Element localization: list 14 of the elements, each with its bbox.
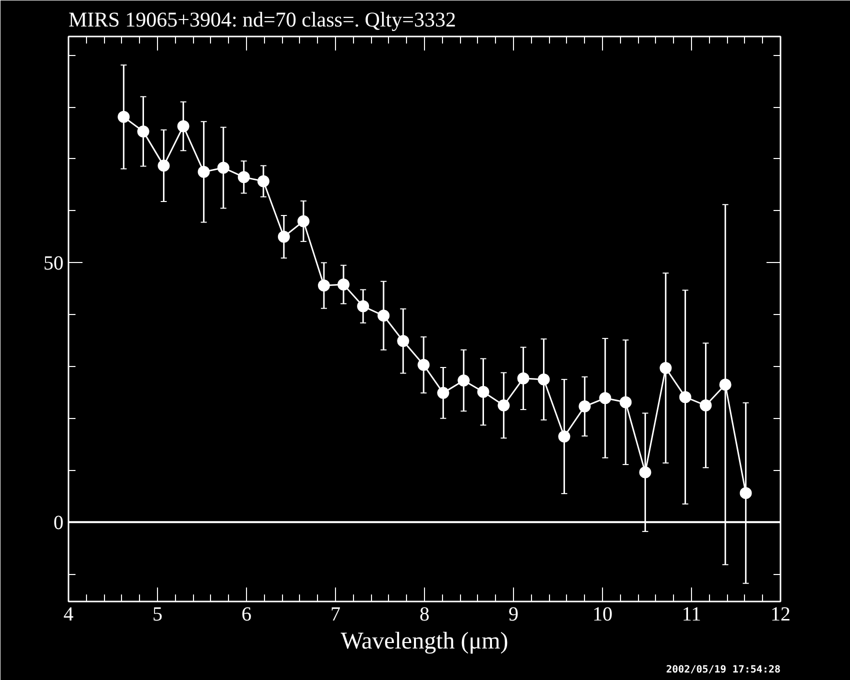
- x-tick-label: 12: [770, 604, 790, 626]
- text: 2002/05/19 17:54:28: [666, 664, 780, 676]
- x-tick-label: 9: [508, 604, 518, 626]
- x-tick-label: 7: [330, 604, 340, 626]
- x-tick-label: 10: [592, 604, 612, 626]
- y-tick-label: 50: [44, 252, 64, 275]
- x-tick-label: 4: [64, 604, 74, 626]
- chart-title: MIRS 19065+3904: nd=70 class=. Qlty=3332: [68, 8, 456, 32]
- x-tick-label: 8: [420, 604, 430, 626]
- x-tick-label: 6: [242, 604, 252, 626]
- x-tick-label: 5: [152, 604, 162, 626]
- x-axis-title: Wavelength (μm): [340, 628, 508, 654]
- x-tick-label: 11: [682, 604, 702, 626]
- y-tick-label: 0: [54, 512, 64, 534]
